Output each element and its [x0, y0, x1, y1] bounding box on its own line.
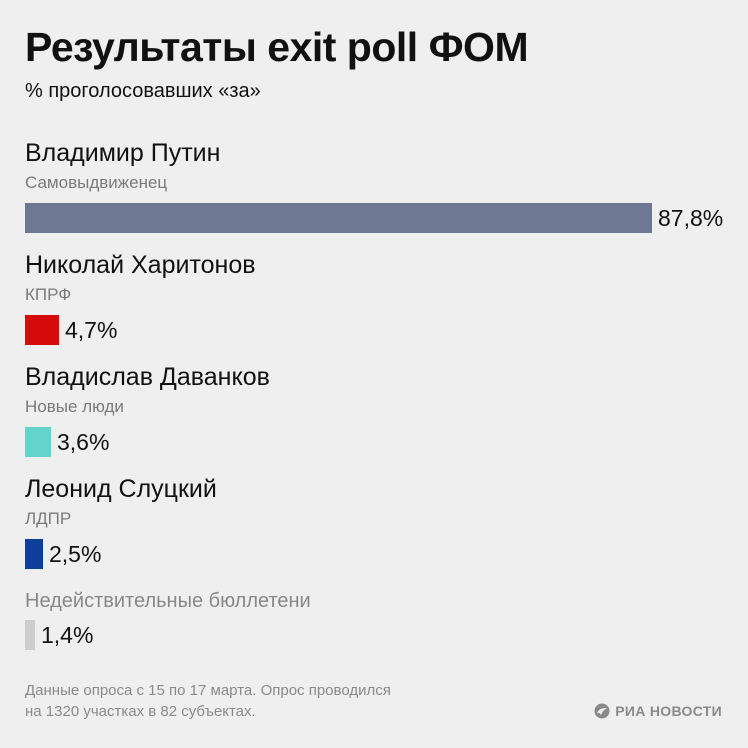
candidate-row: Владимир Путин Самовыдвиженец 87,8% [25, 138, 735, 233]
candidate-party: ЛДПР [25, 509, 72, 528]
page-title: Результаты exit poll ФОМ [25, 24, 529, 70]
value-label: 3,6% [57, 429, 110, 455]
candidate-row: Леонид Слуцкий ЛДПР 2,5% [25, 474, 735, 569]
value-label: 4,7% [65, 317, 118, 343]
bar [25, 539, 43, 569]
ria-logo: РИА НОВОСТИ [594, 703, 722, 719]
invalid-ballots-label: Недействительные бюллетени [25, 590, 311, 612]
candidate-row: Владислав Даванков Новые люди 3,6% [25, 362, 735, 457]
bar [25, 620, 35, 650]
candidate-name: Владимир Путин [25, 139, 221, 167]
value-label: 1,4% [41, 622, 94, 648]
footnote-line: Данные опроса с 15 по 17 марта. Опрос пр… [25, 682, 391, 699]
page-subtitle: % проголосовавших «за» [25, 80, 261, 102]
footnote-line: на 1320 участках в 82 субъектах. [25, 703, 256, 720]
ria-logo-icon [594, 703, 610, 719]
footnote: Данные опроса с 15 по 17 марта. Опрос пр… [25, 680, 391, 722]
bar [25, 203, 652, 233]
candidate-name: Николай Харитонов [25, 251, 256, 279]
value-label: 87,8% [658, 205, 724, 231]
value-label: 2,5% [49, 541, 102, 567]
candidate-party: КПРФ [25, 285, 72, 304]
candidate-party: Самовыдвиженец [25, 173, 168, 192]
bar [25, 315, 59, 345]
logo-text: РИА НОВОСТИ [615, 703, 722, 719]
bar [25, 427, 51, 457]
invalid-ballots-row: Недействительные бюллетени 1,4% [25, 588, 735, 650]
candidate-name: Владислав Даванков [25, 363, 270, 391]
candidate-party: Новые люди [25, 397, 124, 416]
candidate-name: Леонид Слуцкий [25, 475, 217, 503]
candidate-row: Николай Харитонов КПРФ 4,7% [25, 250, 735, 345]
